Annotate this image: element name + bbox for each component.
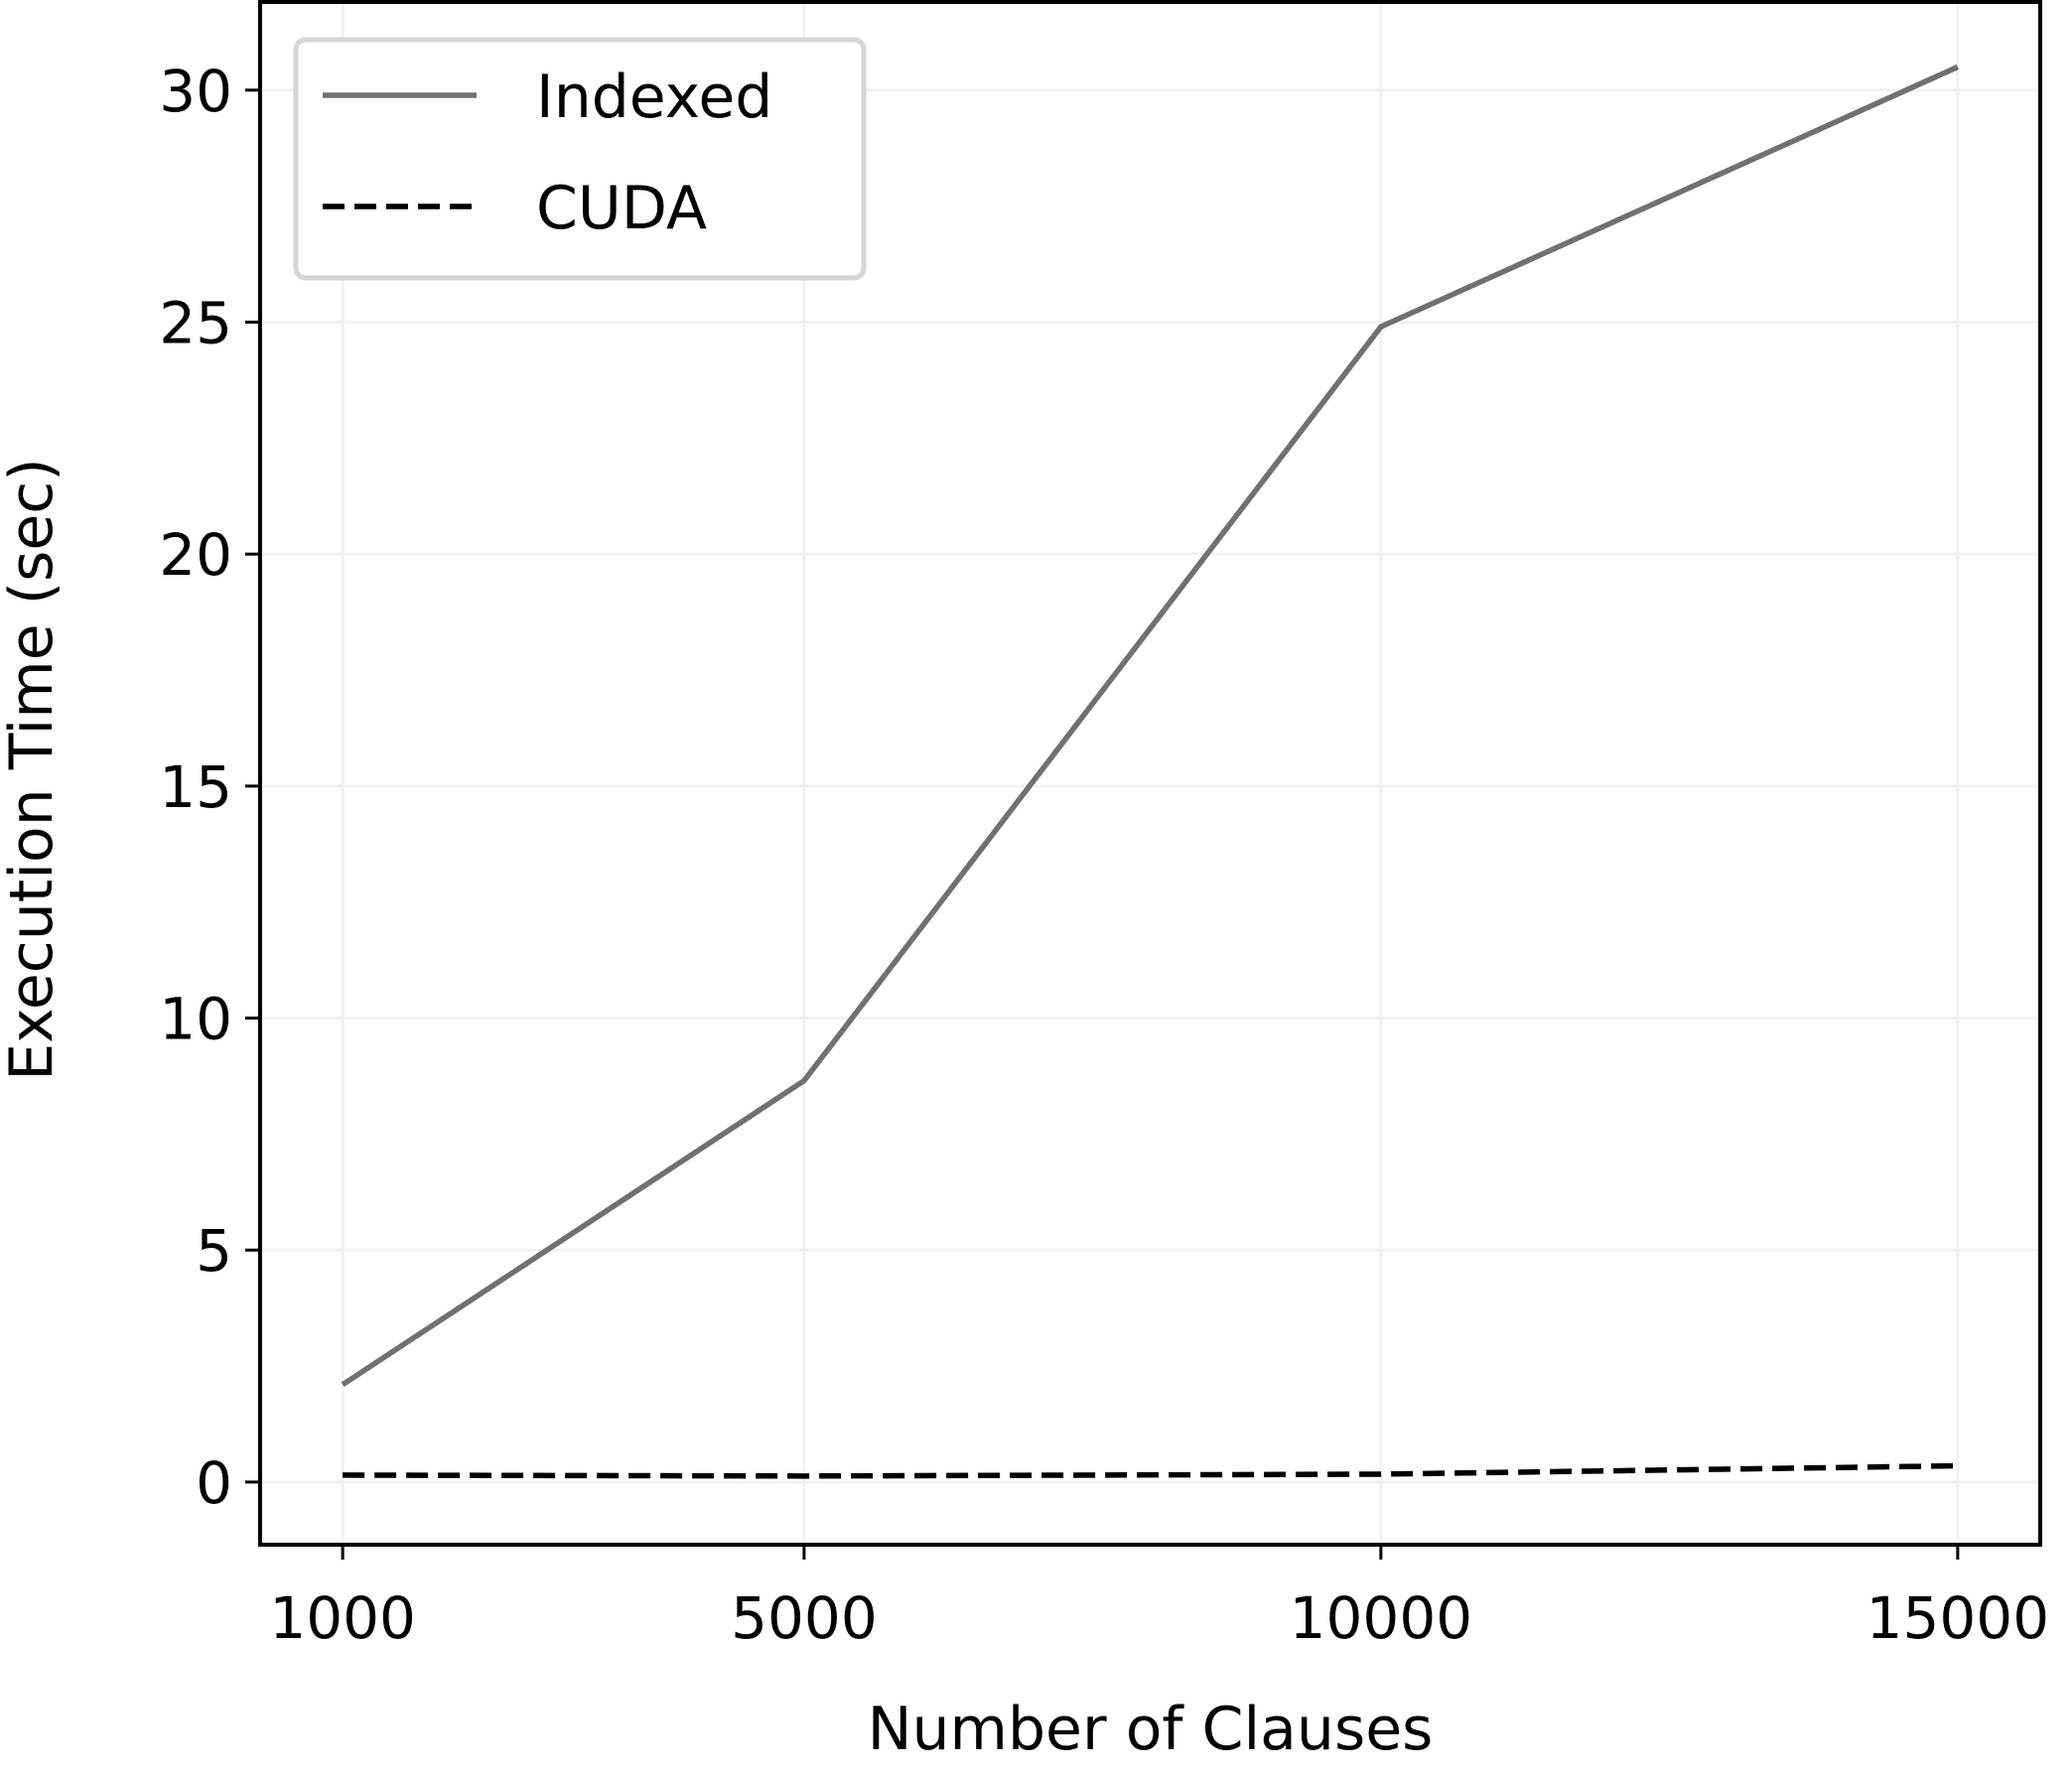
y-tick-label: 25 [159, 289, 232, 356]
series-lines [341, 64, 1959, 1479]
y-tick-label: 15 [159, 753, 232, 821]
x-tick-label: 1000 [269, 1584, 416, 1652]
y-axis-label: Execution Time (sec) [0, 458, 67, 1080]
x-axis-label: Number of Clauses [868, 1695, 1434, 1764]
y-tick-label: 0 [196, 1449, 232, 1517]
series-line-cuda [343, 1462, 1958, 1479]
legend-label-indexed: Indexed [536, 63, 772, 132]
x-tick-label: 15000 [1866, 1584, 2050, 1652]
plot-frame [258, 0, 2042, 1547]
x-tick-label: 5000 [731, 1584, 878, 1652]
legend-box [293, 37, 867, 281]
y-tick-label: 30 [159, 58, 232, 125]
x-tick-label: 10000 [1290, 1584, 1473, 1652]
series-line-indexed [341, 64, 1959, 1388]
legend: Indexed CUDA [293, 37, 867, 281]
legend-label-cuda: CUDA [536, 174, 707, 243]
y-tick-label: 5 [196, 1217, 232, 1285]
y-tick-label: 20 [159, 521, 232, 589]
y-tick-label: 10 [159, 986, 232, 1053]
axis-ticks: 1000 5000 10000 15000 0 5 10 15 20 25 30 [159, 58, 2049, 1652]
